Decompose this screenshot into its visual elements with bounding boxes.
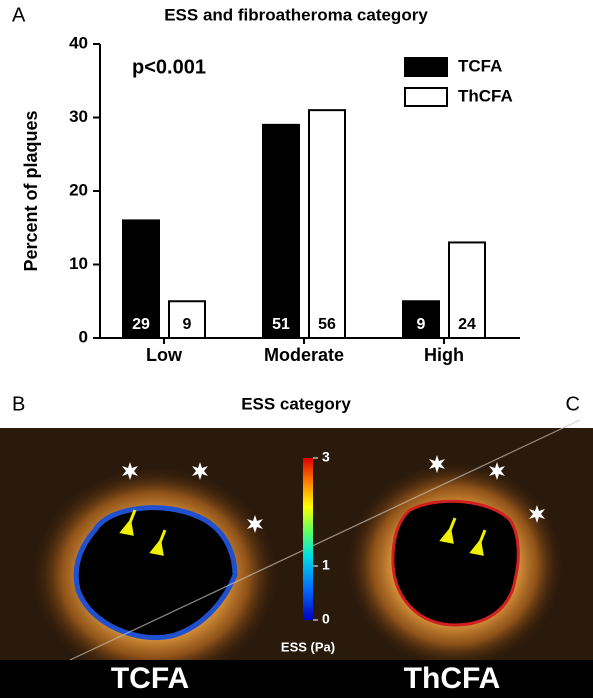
legend-label: TCFA [458, 56, 502, 75]
panel-label: B [12, 393, 25, 415]
y-tick-label: 40 [69, 33, 88, 52]
colorbar-label: ESS (Pa) [281, 639, 335, 654]
panel-label: A [12, 4, 26, 26]
y-axis-label: Percent of plaques [21, 110, 41, 271]
legend-swatch [404, 57, 448, 77]
y-tick-label: 0 [79, 327, 88, 346]
arrows [119, 509, 487, 556]
bar [262, 123, 300, 339]
count-label: 9 [417, 316, 426, 333]
count-label: 56 [318, 316, 336, 333]
x-tick-label: Low [146, 345, 183, 365]
colorbar-tick-label: 3 [322, 449, 330, 465]
bar [448, 241, 486, 339]
asterisks [122, 455, 545, 533]
bar [402, 300, 440, 339]
x-tick-label: Moderate [264, 345, 344, 365]
bar [122, 219, 160, 339]
legend-label: ThCFA [458, 86, 513, 105]
x-tick-label: High [424, 345, 464, 365]
y-tick-label: 30 [69, 107, 88, 126]
y-tick-label: 20 [69, 180, 88, 199]
image-caption: ThCFA [404, 662, 501, 695]
y-tick-label: 10 [69, 254, 88, 273]
panel-title: ESS category [241, 394, 351, 413]
bar-chart: 0 10 20 30 40 Low 29 9 Moderate 51 56 High 9 24 TCFA Th… [69, 33, 520, 365]
caption-strip [0, 660, 593, 698]
bar [168, 300, 206, 339]
image-caption: TCFA [111, 662, 189, 695]
colorbar [303, 458, 313, 620]
count-label: 51 [272, 316, 290, 333]
count-label: 24 [458, 316, 476, 333]
bar [308, 109, 346, 340]
chart-title: ESS and fibroatheroma category [164, 5, 428, 24]
oct-image-right [345, 460, 565, 670]
scan-line [69, 419, 581, 661]
panel-label: C [566, 393, 580, 415]
legend-swatch [404, 87, 448, 107]
colorbar-tick-label: 1 [322, 557, 330, 573]
oct-image-left [30, 465, 280, 685]
annotation: p<0.001 [132, 56, 206, 78]
count-label: 29 [132, 316, 150, 333]
count-label: 9 [183, 316, 192, 333]
colorbar-tick-label: 0 [322, 611, 330, 627]
colorbar-ticks: 0 1 3 [313, 449, 330, 627]
